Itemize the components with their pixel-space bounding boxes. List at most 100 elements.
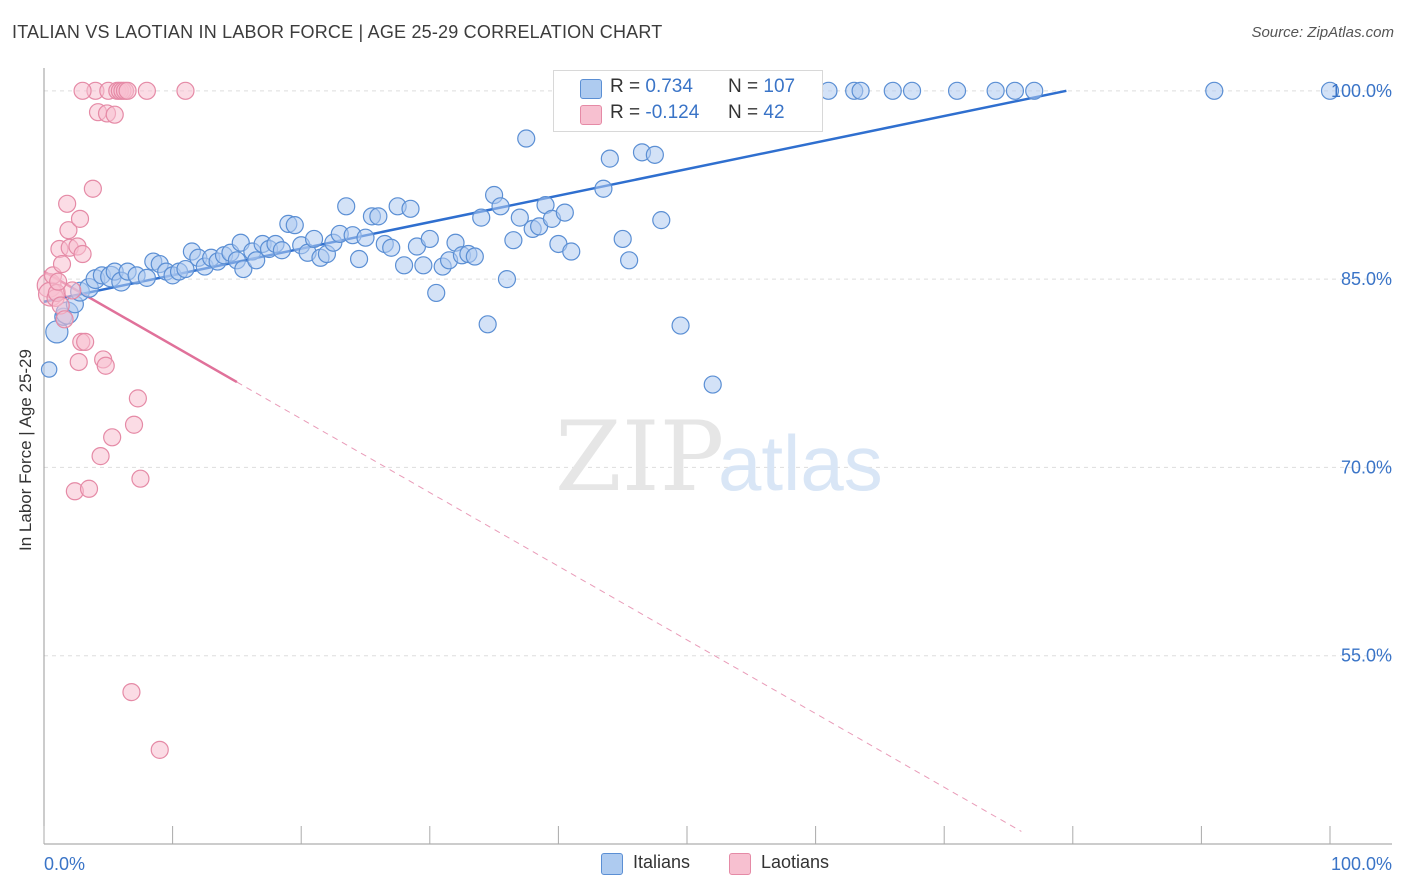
italians-point-73 bbox=[510, 208, 529, 227]
italians-point-90 bbox=[645, 145, 664, 164]
laotians-point-43 bbox=[176, 81, 195, 100]
stats-legend: R = 0.734 N = 107 R = -0.124 N = 42 bbox=[553, 70, 823, 132]
laotians-r-value: -0.124 bbox=[645, 102, 700, 123]
italians-point-81 bbox=[562, 242, 581, 261]
italians-n-value: 107 bbox=[763, 76, 796, 97]
y-tick-label-2: 85.0% bbox=[1341, 269, 1392, 289]
italians-point-49 bbox=[356, 228, 375, 247]
y-tick-label-0: 55.0% bbox=[1341, 646, 1392, 666]
italians-point-41 bbox=[304, 229, 324, 249]
laotians-swatch bbox=[580, 105, 602, 125]
italians-point-102 bbox=[902, 81, 922, 100]
italians-swatch bbox=[580, 79, 602, 99]
italians-point-105 bbox=[1025, 81, 1044, 100]
italians-r-label: R = bbox=[610, 76, 641, 97]
italians-point-60 bbox=[427, 283, 446, 303]
laotians-point-31 bbox=[105, 105, 124, 124]
y-axis-label: In Labor Force | Age 25-29 bbox=[16, 349, 35, 551]
italians-point-110 bbox=[851, 81, 870, 100]
italians-point-51 bbox=[369, 207, 388, 226]
italians-point-84 bbox=[594, 179, 613, 198]
laotians-point-41 bbox=[137, 81, 156, 100]
watermark-atlas: atlas bbox=[718, 419, 883, 507]
laotians-point-42 bbox=[150, 740, 169, 759]
italians-point-95 bbox=[703, 375, 722, 394]
laotians-point-19 bbox=[73, 244, 92, 264]
watermark-zip: ZIP bbox=[555, 401, 724, 513]
italians-point-20 bbox=[176, 259, 195, 279]
laotians-point-16 bbox=[69, 352, 88, 372]
italians-point-106 bbox=[1205, 81, 1224, 100]
italians-point-66 bbox=[465, 247, 484, 266]
laotians-legend-label: Laotians bbox=[761, 852, 830, 872]
laotians-point-5 bbox=[49, 272, 68, 291]
laotians-point-38 bbox=[124, 415, 144, 434]
italians-point-80 bbox=[555, 203, 574, 222]
italians-point-111 bbox=[883, 81, 902, 100]
laotians-point-9 bbox=[55, 310, 74, 329]
italians-point-30 bbox=[234, 259, 253, 279]
italians-point-85 bbox=[600, 149, 619, 168]
laotians-point-27 bbox=[96, 356, 115, 375]
italians-point-32 bbox=[247, 251, 266, 270]
laotians-trend-extension bbox=[236, 381, 1022, 832]
data-points bbox=[36, 81, 1340, 759]
italians-point-87 bbox=[613, 229, 632, 249]
laotians-n-label: N = bbox=[728, 102, 759, 123]
laotians-n-value: 42 bbox=[763, 102, 785, 123]
laotians-point-8 bbox=[52, 254, 72, 274]
italians-point-55 bbox=[394, 256, 414, 275]
laotians-point-36 bbox=[118, 81, 137, 100]
laotians-point-10 bbox=[58, 194, 77, 213]
laotians-point-40 bbox=[131, 469, 150, 488]
y-tick-labels: 55.0% 70.0% 85.0% 100.0% bbox=[1331, 81, 1392, 666]
italians-point-14 bbox=[137, 268, 156, 287]
italians-point-70 bbox=[491, 197, 510, 216]
italians-n-label: N = bbox=[728, 76, 759, 97]
laotians-point-25 bbox=[91, 447, 110, 466]
italians-point-38 bbox=[285, 216, 304, 235]
italians-point-88 bbox=[620, 251, 639, 270]
chart-title: ITALIAN VS LAOTIAN IN LABOR FORCE | AGE … bbox=[12, 22, 663, 42]
italians-point-72 bbox=[504, 231, 523, 250]
laotians-point-13 bbox=[63, 281, 82, 300]
laotians-point-39 bbox=[128, 389, 147, 408]
italians-point-74 bbox=[517, 129, 536, 148]
laotians-point-30 bbox=[103, 428, 122, 447]
laotians-point-22 bbox=[83, 179, 102, 198]
italians-point-112 bbox=[986, 81, 1005, 100]
italians-point-93 bbox=[671, 316, 690, 335]
italians-point-91 bbox=[652, 211, 671, 230]
italians-point-56 bbox=[401, 199, 420, 218]
x-tick-label-1: 100.0% bbox=[1331, 854, 1392, 874]
y-tick-label-1: 70.0% bbox=[1341, 457, 1392, 477]
laotians-point-37 bbox=[122, 683, 141, 702]
italians-legend-swatch bbox=[601, 853, 623, 875]
laotians-r-label: R = bbox=[610, 102, 641, 123]
x-tick-labels: 0.0% 100.0% bbox=[44, 854, 1392, 874]
italians-point-58 bbox=[414, 256, 433, 275]
italians-point-67 bbox=[472, 208, 491, 227]
axes bbox=[43, 68, 1392, 845]
watermark: ZIP atlas bbox=[555, 401, 883, 513]
italians-point-107 bbox=[1320, 81, 1340, 100]
italians-point-103 bbox=[947, 81, 967, 100]
italians-point-53 bbox=[382, 238, 401, 257]
italians-point-59 bbox=[420, 229, 439, 249]
grid-lines bbox=[44, 90, 1390, 657]
italians-point-36 bbox=[272, 241, 292, 260]
laotians-point-11 bbox=[59, 221, 78, 240]
source-label: Source: ZipAtlas.com bbox=[1251, 24, 1394, 41]
y-tick-label-3: 100.0% bbox=[1331, 81, 1392, 101]
italians-legend-label: Italians bbox=[633, 852, 691, 872]
italians-r-value: 0.734 bbox=[645, 76, 693, 97]
italians-point-46 bbox=[337, 197, 356, 216]
laotians-legend-swatch bbox=[729, 853, 751, 875]
italians-point-0 bbox=[40, 361, 58, 378]
italians-point-68 bbox=[478, 315, 497, 334]
laotians-point-44 bbox=[73, 81, 92, 100]
x-tick-label-0: 0.0% bbox=[44, 854, 85, 874]
italians-point-71 bbox=[497, 270, 517, 289]
laotians-point-20 bbox=[76, 332, 95, 351]
